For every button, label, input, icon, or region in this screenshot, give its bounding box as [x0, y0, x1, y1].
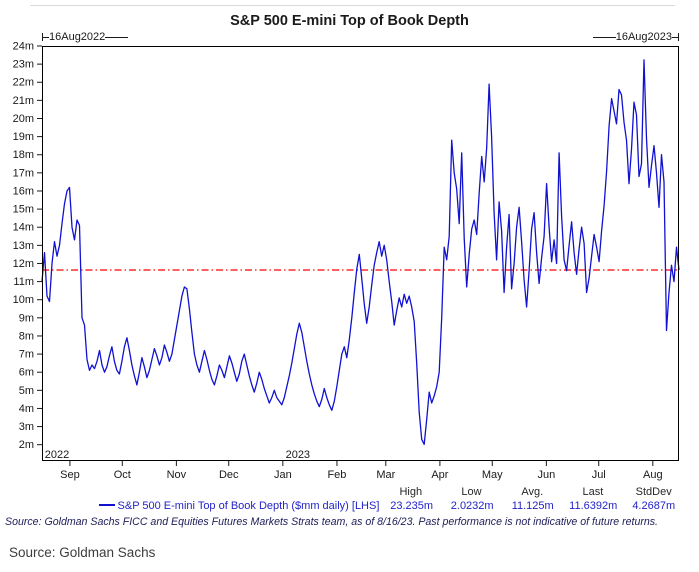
x-tick-label: Sep — [60, 469, 80, 481]
range-start-label: 16Aug2022 — [49, 31, 106, 43]
year-label: 2022 — [45, 449, 69, 461]
legend-stats: High Low Avg. Last StdDev S&P 500 E-mini… — [52, 486, 684, 512]
y-tick-label: 7m — [19, 349, 34, 361]
range-start-annotation: 16Aug2022 — [42, 31, 129, 43]
stat-value-avg: 11.125m — [511, 500, 554, 512]
y-tick-label: 17m — [13, 167, 34, 179]
x-tick-label: Jan — [274, 469, 292, 481]
y-tick-label: 3m — [19, 421, 34, 433]
legend-entry: S&P 500 E-mini Top of Book Depth ($mm da… — [52, 500, 381, 512]
x-tick-label: Nov — [167, 469, 187, 481]
stat-header-last: Last — [582, 486, 604, 498]
range-end-dash — [672, 36, 678, 38]
y-tick-label: 14m — [13, 222, 34, 234]
chart-title: S&P 500 E-mini Top of Book Depth — [230, 13, 469, 29]
y-tick-label: 10m — [13, 294, 34, 306]
plot-area: 2m 3m 4m 5m 6m 7m 8m 9m 10m 11m 12m 13m 14m 15m 16m 17m… — [13, 41, 680, 481]
stat-header-high: High — [399, 486, 423, 498]
range-start-tick — [42, 33, 43, 41]
y-tick-label: 2m — [19, 439, 34, 451]
stat-header-low: Low — [461, 486, 482, 498]
y-tick-label: 16m — [13, 185, 34, 197]
y-tick-label: 11m — [13, 276, 34, 288]
stat-value-high: 23.235m — [390, 500, 434, 512]
plot-border — [42, 46, 679, 461]
range-start-line — [105, 36, 129, 38]
y-tick-label: 20m — [13, 113, 34, 125]
x-tick-label: Oct — [114, 469, 131, 481]
y-tick-label: 22m — [13, 77, 34, 89]
y-tick-label: 9m — [19, 312, 34, 324]
stat-header-stddev: StdDev — [635, 486, 672, 498]
disclaimer-text: Source: Goldman Sachs FICC and Equities … — [5, 516, 658, 528]
range-start-dash — [43, 36, 49, 38]
y-tick-label: 8m — [19, 330, 34, 342]
stat-header-avg: Avg. — [521, 486, 544, 498]
range-end-line — [592, 36, 616, 38]
page-source-text: Source: Goldman Sachs — [9, 545, 156, 560]
legend-label: S&P 500 E-mini Top of Book Depth ($mm da… — [117, 500, 380, 512]
stat-value-low: 2.0232m — [450, 500, 494, 512]
x-tick-label: Jun — [537, 469, 555, 481]
y-tick-label: 13m — [13, 240, 34, 252]
year-label: 2023 — [286, 449, 310, 461]
y-tick-label: 21m — [13, 95, 34, 107]
y-tick-label: 6m — [19, 367, 34, 379]
stat-value-last: 11.6392m — [569, 500, 618, 512]
x-tick-label: May — [482, 469, 503, 481]
x-tick-label: Aug — [643, 469, 663, 481]
y-tick-label: 4m — [19, 403, 34, 415]
y-tick-label: 23m — [13, 59, 34, 71]
y-tick-label: 12m — [13, 258, 34, 270]
line-swatch-icon — [98, 504, 115, 507]
y-tick-label: 5m — [19, 385, 34, 397]
x-tick-label: Dec — [219, 469, 239, 481]
stats-header-row: High Low Avg. Last StdDev — [52, 486, 684, 498]
x-tick-label: Feb — [327, 469, 346, 481]
stat-value-stddev: 4.2687m — [632, 500, 676, 512]
y-tick-label: 15m — [13, 204, 34, 216]
legend-row: S&P 500 E-mini Top of Book Depth ($mm da… — [52, 500, 684, 512]
top-divider — [30, 5, 675, 6]
range-end-annotation: 16Aug2023 — [592, 31, 679, 43]
range-end-tick — [678, 33, 679, 41]
x-tick-label: Mar — [376, 469, 395, 481]
y-tick-label: 24m — [13, 41, 34, 53]
x-tick-label: Apr — [431, 469, 448, 481]
range-end-label: 16Aug2023 — [615, 31, 672, 43]
x-tick-label: Jul — [592, 469, 606, 481]
y-tick-label: 19m — [13, 131, 34, 143]
y-tick-label: 18m — [13, 149, 34, 161]
depth-line — [41, 59, 680, 445]
